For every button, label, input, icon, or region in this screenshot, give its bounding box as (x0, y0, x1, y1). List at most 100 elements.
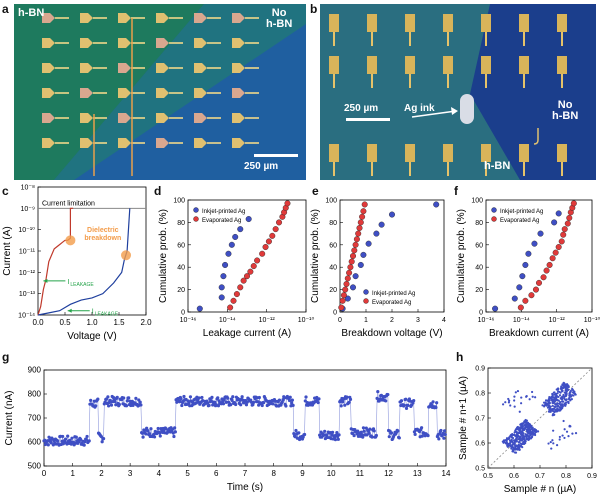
scale-bar-a (254, 154, 298, 157)
electrode-pad-a (156, 63, 169, 73)
data-point-h (522, 441, 525, 444)
data-point-h (547, 410, 551, 413)
data-point-g (284, 404, 288, 408)
data-point-h (508, 399, 511, 402)
data-point-h (506, 445, 509, 448)
data-point-f-1 (552, 249, 559, 256)
data-point-h (560, 397, 564, 400)
ytick-label-d: 60 (177, 242, 185, 249)
electrode-pad-a (156, 88, 169, 98)
data-point-e-1 (350, 252, 357, 259)
ytick-label-c: 10⁻¹³ (19, 291, 36, 298)
micrograph-b-image (320, 4, 596, 180)
data-point-h (516, 427, 519, 430)
data-point-e-1 (351, 247, 358, 254)
data-point-h (567, 386, 570, 389)
data-point-h (518, 427, 521, 431)
electrode-line-a (169, 117, 183, 119)
electrode-line-b (485, 162, 487, 176)
data-point-g (100, 440, 104, 444)
xtick-label-e: 2 (390, 317, 394, 324)
data-point-h (544, 399, 548, 402)
electrode-line-a (131, 92, 145, 94)
data-point-g (303, 399, 307, 403)
data-point-h (517, 445, 521, 448)
ytick-label-e: 20 (329, 287, 337, 294)
data-point-h (551, 439, 554, 442)
data-point-g (412, 430, 417, 434)
xtick-label-d: 10⁻¹⁰ (298, 316, 315, 324)
electrode-pad-b (367, 144, 377, 162)
data-point-g (125, 399, 129, 403)
leakage-arrowhead (67, 308, 72, 313)
data-point-h (550, 399, 553, 402)
xtick-label-e: 3 (416, 317, 420, 324)
breakdown-marker-red (65, 235, 76, 246)
electrode-line-a (245, 42, 259, 44)
xtick-label-f: 10⁻¹² (549, 317, 566, 324)
data-point-e-1 (355, 230, 362, 237)
label-ileakage: I (67, 279, 69, 286)
data-point-d-0 (218, 294, 225, 301)
label-no-hbn-a: No h-BN (266, 7, 293, 30)
iv-curve-red (37, 207, 74, 316)
data-point-h (551, 392, 554, 396)
data-point-d-1 (227, 304, 234, 311)
electrode-pad-b (481, 56, 491, 74)
data-point-f-1 (532, 286, 539, 293)
data-point-g (252, 400, 256, 404)
electrode-pad-a (232, 13, 245, 23)
data-point-g (387, 435, 391, 439)
data-point-g (56, 439, 60, 443)
data-point-g (149, 427, 153, 431)
data-point-g (277, 398, 282, 402)
data-point-g (271, 402, 275, 406)
data-point-h (521, 438, 524, 441)
data-point-h (531, 395, 534, 398)
data-point-e-1 (343, 281, 350, 288)
data-point-legend-f (491, 207, 497, 213)
data-point-h (518, 410, 521, 413)
electrode-line-a (131, 42, 145, 44)
data-point-h (525, 425, 528, 429)
electrode-pad-a (80, 113, 93, 123)
panel-label-c: c (2, 184, 9, 198)
data-point-h (519, 439, 522, 442)
electrode-pad-a (42, 38, 55, 48)
electrode-pad-b (405, 56, 415, 74)
data-point-g (288, 395, 292, 399)
data-point-g (431, 400, 435, 404)
data-point-e-1 (340, 292, 347, 299)
data-point-h (531, 427, 534, 430)
data-point-g (139, 403, 143, 407)
electrode-pad-b (329, 14, 339, 32)
data-point-h (565, 430, 569, 433)
data-point-g (333, 437, 338, 442)
panel-label-g: g (2, 350, 10, 364)
data-point-h (513, 399, 516, 402)
xtick-label-h: 0.6 (509, 473, 519, 480)
xtick-label-h: 0.7 (535, 473, 545, 480)
micrograph-a-image (14, 4, 306, 180)
data-point-g (352, 433, 356, 438)
data-point-h (525, 422, 528, 425)
data-point-e-0 (352, 273, 359, 280)
electrode-pad-a (194, 63, 207, 73)
data-point-g (113, 399, 117, 404)
data-point-h (549, 410, 552, 413)
ylabel-g: Current (nA) (4, 390, 15, 445)
data-point-h (557, 395, 560, 399)
data-point-h (507, 397, 510, 401)
data-point-d-1 (237, 284, 244, 291)
data-point-h (509, 445, 512, 448)
data-point-g (226, 396, 230, 400)
xtick-label-e: 0 (338, 317, 342, 324)
data-point-g (229, 403, 233, 407)
hbn-edge-a (54, 4, 306, 180)
xtick-label-d: 10⁻¹⁶ (180, 317, 197, 324)
data-point-h (528, 422, 531, 426)
electrode-line-a (55, 42, 69, 44)
data-point-h (543, 405, 546, 408)
data-point-f-0 (492, 305, 499, 312)
data-point-g (362, 429, 366, 433)
